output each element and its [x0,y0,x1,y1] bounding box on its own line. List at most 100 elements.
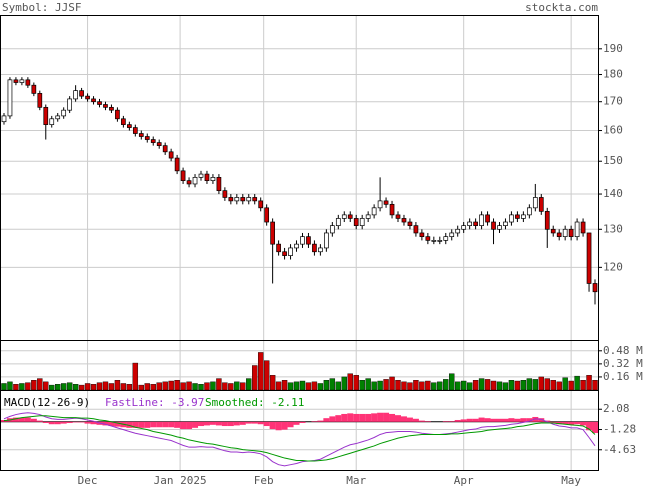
y-tick-label: 180 [603,68,623,81]
histogram-bar [281,421,288,430]
y-tick-label: 2.08 [603,402,630,415]
volume-bar [437,381,443,391]
volume-bar [371,381,377,391]
histogram-bar [18,417,25,422]
candle-body [401,218,407,223]
histogram-bar [538,418,545,422]
volume-bar [419,381,425,391]
candle-body [276,243,281,253]
macd-frame [0,390,599,471]
volume-bar [252,365,258,391]
candle-body [491,221,496,230]
histogram-bar [592,421,599,434]
candle-body [371,207,377,216]
histogram-bar [239,421,246,425]
histogram-bar [132,421,139,428]
volume-bar [281,380,288,391]
volume-bar [19,383,25,391]
candle-body [43,106,49,125]
volume-bar [472,380,479,391]
histogram-bar [48,421,55,425]
histogram-bar [24,417,31,422]
candle-body [389,203,395,216]
volume-bar [31,380,37,391]
candle-body [264,207,270,223]
histogram-bar [580,421,587,426]
candle-body [538,197,544,212]
volume-bar [431,382,437,391]
candle-body [150,139,156,143]
volume-bar [562,377,568,391]
histogram-bar [526,418,533,422]
candle-body [228,197,234,202]
candle-body [485,214,490,223]
volume-bar [329,378,336,391]
histogram-bar [138,421,145,428]
y-tick-label: 0.32 M [603,357,643,370]
histogram-bar [275,421,282,431]
histogram-bar [383,412,390,422]
candle-body [258,200,264,209]
histogram-bar [233,421,240,426]
histogram-bar [335,415,342,422]
histogram-bar [377,412,384,422]
candle-body [216,177,222,192]
histogram-bar [514,418,521,422]
candle-body [556,232,562,238]
volume-bar [449,373,455,391]
legend-smooth: Smoothed: -2.11 [205,396,304,409]
histogram-bar [550,421,557,424]
histogram-bar [287,421,294,428]
volume-bar [407,382,413,391]
candle-body [7,79,13,117]
histogram-bar [245,421,252,424]
candle-body [121,118,126,125]
legend-value: -2.11 [271,396,304,409]
histogram-bar [448,421,455,422]
volume-bar [425,380,431,391]
candle-body [544,210,550,230]
histogram-bar [311,421,318,422]
histogram-bar [168,421,175,428]
histogram-bar [424,421,431,422]
volume-bar [269,375,276,391]
candle-body [550,228,556,234]
candle-body [198,173,204,178]
candle-body [204,173,210,181]
histogram-bar [108,421,115,427]
price-frame [0,15,599,341]
histogram-bar [454,419,461,422]
volume-bar [168,380,174,391]
candle-body [455,228,461,234]
histogram-bar [174,421,181,428]
volume-bar [299,380,306,391]
candle-body [156,142,162,146]
histogram-bar [126,421,133,428]
volume-bar [138,384,144,391]
candle-body [73,90,78,100]
volume-bar [66,382,73,391]
macd-line [3,412,596,467]
histogram-bar [251,421,258,424]
histogram-bar [460,419,467,422]
volume-bar [359,380,365,391]
candle-body [19,79,25,83]
candle-body [312,243,317,253]
histogram-bar [90,421,97,425]
candle-body [335,218,341,226]
volume-bar [305,382,312,391]
histogram-bar [323,418,330,422]
site: stockta.com [525,1,598,14]
candle-body [365,214,371,219]
candle-body [61,109,67,117]
histogram-bar [466,418,473,422]
histogram-bar [257,421,264,425]
histogram-bar [556,421,563,425]
legend-fast: FastLine: -3.97 [105,396,204,409]
volume-bar [395,380,401,391]
candle-body [13,79,19,83]
candle-body [85,95,90,100]
histogram-bar [574,421,581,425]
volume-bar [108,383,115,391]
volume-bar [550,380,556,391]
